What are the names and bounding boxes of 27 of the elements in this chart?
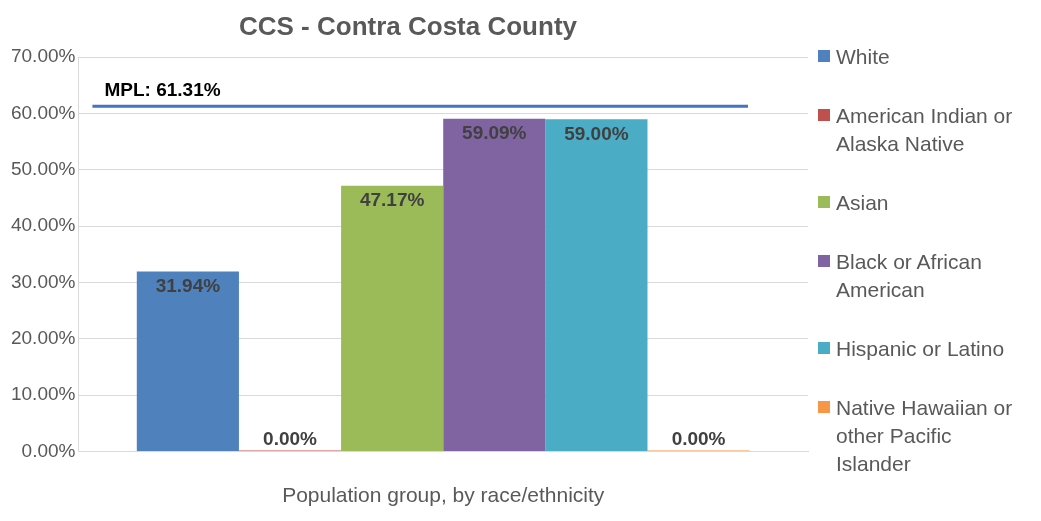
legend-label: Black or African American (836, 248, 983, 303)
bar (545, 119, 648, 451)
bar (341, 185, 444, 451)
y-tick-label: 0.00% (21, 439, 76, 461)
legend-label: White (836, 44, 890, 71)
y-tick-label: 50.00% (10, 158, 76, 180)
data-label: 59.00% (564, 122, 629, 144)
legend-label: Native Hawaiian or other Pacific Islander (836, 394, 1013, 477)
y-tick-label: 70.00% (10, 45, 76, 67)
data-label: 0.00% (671, 428, 726, 450)
y-tick-label: 40.00% (10, 214, 76, 236)
data-label: 59.09% (462, 122, 527, 144)
data-label: 0.00% (263, 428, 318, 450)
chart-title: CCS - Contra Costa County (239, 10, 578, 41)
bar (136, 271, 239, 451)
x-axis-title: Population group, by race/ethnicity (282, 483, 605, 507)
data-label: 47.17% (359, 189, 425, 211)
ref-line-label: MPL: 61.31% (104, 78, 221, 100)
y-tick-label: 10.00% (10, 383, 76, 405)
legend-label: American Indian or Alaska Native (836, 103, 1013, 158)
legend-label: Hispanic or Latino (836, 335, 1005, 362)
legend-label: Asian (836, 190, 889, 217)
y-tick-label: 30.00% (10, 270, 76, 292)
bar (443, 118, 546, 451)
y-tick-label: 20.00% (10, 327, 76, 349)
y-tick-label: 60.00% (10, 101, 76, 123)
data-label: 31.94% (155, 275, 221, 297)
